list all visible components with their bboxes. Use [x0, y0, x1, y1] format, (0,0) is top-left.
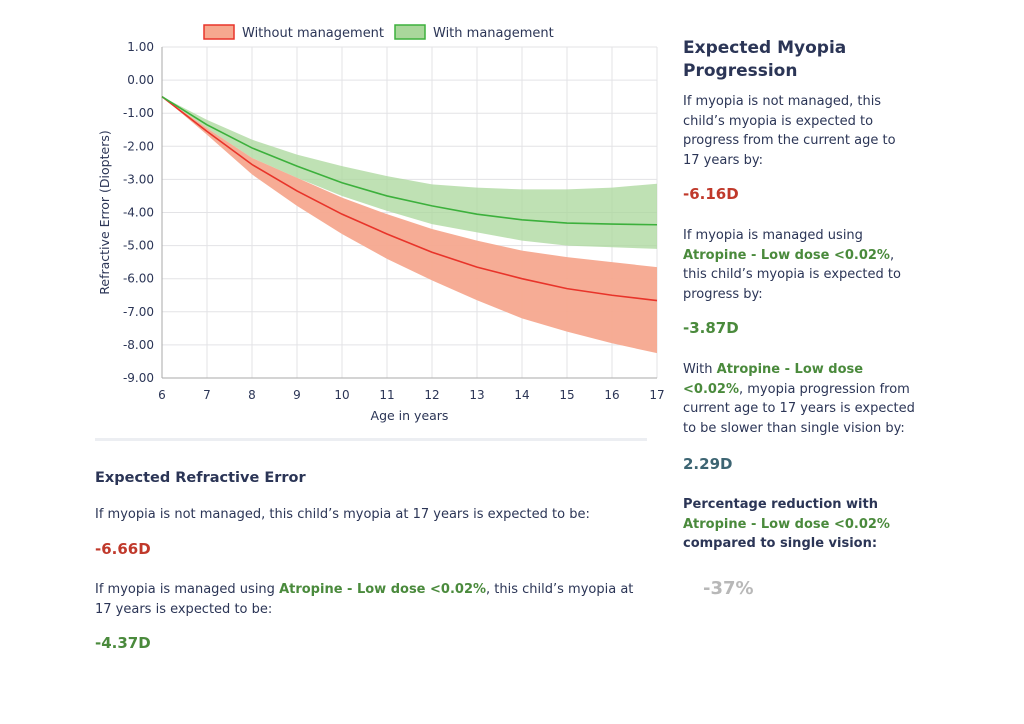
x-tick-label: 9: [293, 388, 301, 402]
x-tick-label: 13: [469, 388, 484, 402]
legend-swatch: [203, 24, 235, 40]
refractive-not-managed-text: If myopia is not managed, this child’s m…: [95, 507, 590, 522]
y-tick-label: 1.00: [127, 40, 154, 54]
text: If myopia is managed using: [683, 228, 863, 243]
progression-not-managed-value: -6.16D: [683, 185, 739, 203]
myopia-progression-chart: 1.00 0.00 -1.00 -2.00 -3.00 -4.00 -5.00 -6.00 -7…: [97, 24, 665, 423]
refractive-managed-value: -4.37D: [95, 634, 151, 652]
x-tick-label: 7: [203, 388, 211, 402]
text: If myopia is managed using: [95, 582, 280, 597]
y-tick-label: -8.00: [123, 338, 154, 352]
text: With: [683, 362, 717, 377]
progression-managed-value: -3.87D: [683, 319, 739, 337]
legend-swatch: [394, 24, 426, 40]
x-tick-label: 15: [559, 388, 574, 402]
refractive-not-managed-value: -6.66D: [95, 540, 151, 558]
x-tick-label: 10: [334, 388, 349, 402]
band-without-management: [162, 96, 657, 354]
y-tick-label: -2.00: [123, 139, 154, 153]
x-tick-label: 12: [424, 388, 439, 402]
y-tick-label: -1.00: [123, 106, 154, 120]
percentage-label: Percentage reduction with Atropine - Low …: [683, 495, 903, 554]
progression-not-managed-text: If myopia is not managed, this child’s m…: [683, 94, 896, 168]
x-tick-label: 17: [649, 388, 664, 402]
legend-label: With management: [433, 26, 554, 41]
y-tick-label: -9.00: [123, 371, 154, 385]
text: , this child’s myopia at 17 years is exp…: [95, 582, 634, 617]
progression-title: Expected Myopia Progression: [683, 38, 847, 81]
legend-label: Without management: [242, 26, 384, 41]
x-tick-label: 8: [248, 388, 256, 402]
y-tick-label: -5.00: [123, 239, 154, 253]
text: , this child’s myopia is expected to pro…: [683, 247, 901, 302]
y-tick-label: -6.00: [123, 272, 154, 286]
x-tick-label: 14: [514, 388, 529, 402]
y-tick-label: -7.00: [123, 305, 154, 319]
text: Percentage reduction with: [683, 497, 878, 512]
line-without-management: [161, 96, 658, 302]
y-axis-title: Refractive Error (Diopters): [97, 130, 112, 294]
treatment-name: Atropine - Low dose <0.02%: [683, 362, 864, 397]
refractive-title: Expected Refractive Error: [95, 470, 306, 486]
y-tick-label: -4.00: [123, 206, 154, 220]
percentage-value: -37%: [703, 578, 754, 599]
treatment-name: Atropine - Low dose <0.02%: [683, 516, 890, 532]
treatment-name: Atropine - Low dose <0.02%: [683, 247, 890, 263]
x-tick-label: 6: [158, 388, 166, 402]
x-tick-label: 16: [604, 388, 619, 402]
line-with-management: [161, 95, 658, 226]
text: , myopia progression from current age to…: [683, 381, 915, 436]
treatment-name: Atropine - Low dose <0.02%: [279, 582, 487, 597]
section-divider: [95, 438, 647, 441]
x-tick-label: 11: [379, 388, 394, 402]
x-axis-title: Age in years: [371, 408, 449, 423]
progression-managed-text: If myopia is managed using Atropine - Lo…: [683, 226, 908, 304]
y-tick-label: 0.00: [127, 73, 154, 87]
text: compared to single vision:: [683, 536, 878, 551]
progression-slower-text: With Atropine - Low dose <0.02%, myopia …: [683, 360, 915, 438]
progression-slower-value: 2.29D: [683, 455, 733, 473]
refractive-managed-text: If myopia is managed using Atropine - Lo…: [95, 580, 635, 619]
y-tick-label: -3.00: [123, 172, 154, 186]
band-with-management: [162, 96, 657, 249]
